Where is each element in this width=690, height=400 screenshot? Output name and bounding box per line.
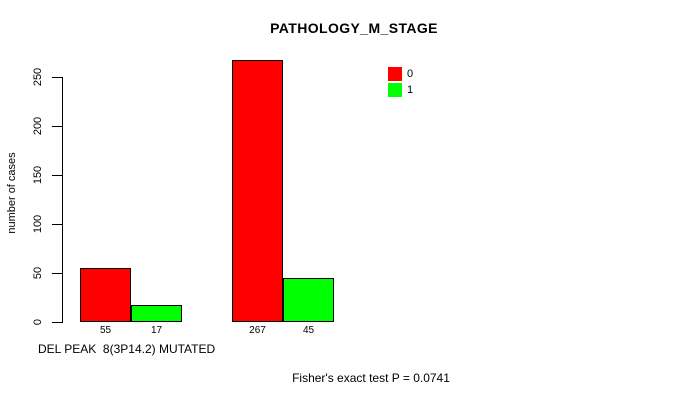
y-tick-mark (52, 77, 62, 78)
x-axis-title: DEL PEAK 8(3P14.2) MUTATED (38, 342, 216, 356)
y-tick-label: 100 (32, 214, 44, 234)
y-tick-mark (52, 224, 62, 225)
bar-count-label: 45 (302, 325, 315, 336)
y-tick-mark (52, 322, 62, 323)
bar-count-label: 55 (99, 325, 112, 336)
y-tick-mark (52, 126, 62, 127)
y-tick-label: 200 (32, 116, 44, 136)
bar-series-0-group-1 (232, 60, 283, 322)
bar-series-1-group-1 (283, 278, 334, 322)
legend-item-0: 0 (388, 66, 413, 82)
y-tick-label: 150 (32, 165, 44, 185)
y-tick-label: 250 (32, 67, 44, 87)
fisher-test-annotation: Fisher's exact test P = 0.0741 (292, 371, 450, 385)
bar-series-1-group-0 (131, 305, 182, 322)
y-tick-mark (52, 175, 62, 176)
y-tick-label: 50 (32, 266, 44, 280)
y-axis-title: number of cases (6, 152, 18, 234)
bar-count-label: 17 (150, 325, 163, 336)
bar-count-label: 267 (249, 325, 266, 336)
legend-swatch-icon (388, 67, 402, 81)
y-tick-label: 0 (32, 318, 44, 326)
legend-label: 1 (407, 84, 414, 96)
bar-series-0-group-0 (80, 268, 131, 322)
legend-label: 0 (407, 68, 414, 80)
y-axis-line (62, 77, 63, 323)
chart-title: PATHOLOGY_M_STAGE (270, 20, 438, 36)
legend-item-1: 1 (388, 82, 413, 98)
legend-swatch-icon (388, 83, 402, 97)
y-tick-mark (52, 273, 62, 274)
